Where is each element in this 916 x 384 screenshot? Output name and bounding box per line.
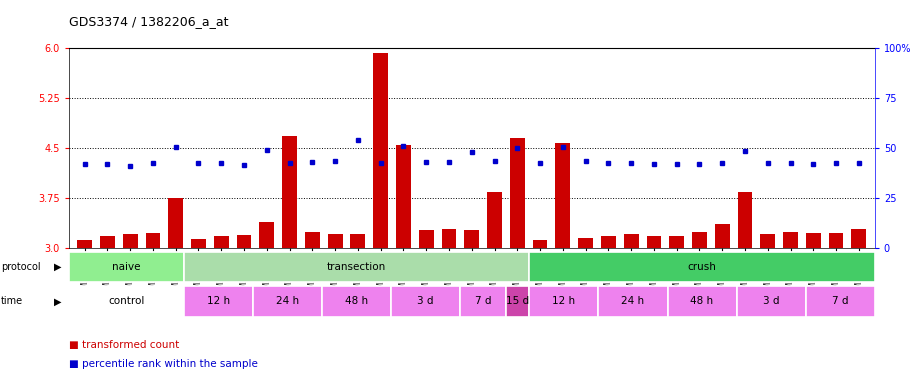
Bar [305, 232, 320, 248]
Bar [487, 192, 502, 248]
Text: 12 h: 12 h [552, 296, 575, 306]
Bar [464, 230, 479, 248]
Bar [373, 53, 388, 248]
Bar [510, 138, 525, 248]
Bar [760, 234, 775, 248]
Bar [282, 136, 297, 248]
Text: ■ transformed count: ■ transformed count [69, 340, 179, 350]
Bar [670, 237, 684, 248]
Text: 7 d: 7 d [475, 296, 492, 306]
Bar [714, 224, 730, 248]
Bar [598, 286, 668, 317]
Bar [852, 229, 867, 248]
Bar [69, 286, 184, 317]
Bar [668, 286, 736, 317]
Bar [259, 222, 274, 248]
Bar [396, 144, 411, 248]
Bar [123, 234, 137, 248]
Bar [529, 252, 875, 282]
Bar [737, 192, 752, 248]
Bar [578, 238, 593, 248]
Bar [146, 233, 160, 248]
Bar [351, 234, 365, 248]
Bar [532, 240, 548, 248]
Bar [184, 252, 529, 282]
Text: 15 d: 15 d [507, 296, 529, 306]
Bar [806, 233, 821, 248]
Text: 3 d: 3 d [418, 296, 434, 306]
Bar [77, 240, 92, 248]
Text: crush: crush [688, 262, 716, 272]
Bar [555, 143, 571, 248]
Text: control: control [108, 296, 145, 306]
Bar [806, 286, 875, 317]
Bar [507, 286, 529, 317]
Text: GDS3374 / 1382206_a_at: GDS3374 / 1382206_a_at [69, 15, 228, 28]
Bar [601, 236, 616, 248]
Bar [169, 198, 183, 248]
Bar [69, 252, 184, 282]
Bar [253, 286, 322, 317]
Text: ▶: ▶ [54, 296, 61, 306]
Bar [391, 286, 460, 317]
Text: time: time [1, 296, 23, 306]
Text: 3 d: 3 d [763, 296, 780, 306]
Bar [184, 286, 253, 317]
Text: 24 h: 24 h [621, 296, 645, 306]
Bar [213, 237, 229, 248]
Text: 24 h: 24 h [276, 296, 299, 306]
Text: 48 h: 48 h [691, 296, 714, 306]
Bar [624, 234, 638, 248]
Text: ■ percentile rank within the sample: ■ percentile rank within the sample [69, 359, 257, 369]
Bar [829, 233, 844, 248]
Bar [419, 230, 433, 248]
Text: protocol: protocol [1, 262, 40, 272]
Text: ▶: ▶ [54, 262, 61, 272]
Bar [736, 286, 806, 317]
Bar [529, 286, 598, 317]
Bar [442, 229, 456, 248]
Text: 12 h: 12 h [207, 296, 230, 306]
Bar [647, 237, 661, 248]
Bar [692, 232, 707, 248]
Bar [783, 232, 798, 248]
Text: naive: naive [112, 262, 140, 272]
Text: 48 h: 48 h [345, 296, 368, 306]
Bar [236, 235, 251, 248]
Text: 7 d: 7 d [832, 296, 848, 306]
Bar [460, 286, 507, 317]
Bar [191, 239, 206, 248]
Bar [328, 234, 343, 248]
Bar [322, 286, 391, 317]
Bar [100, 236, 114, 248]
Text: transection: transection [327, 262, 387, 272]
